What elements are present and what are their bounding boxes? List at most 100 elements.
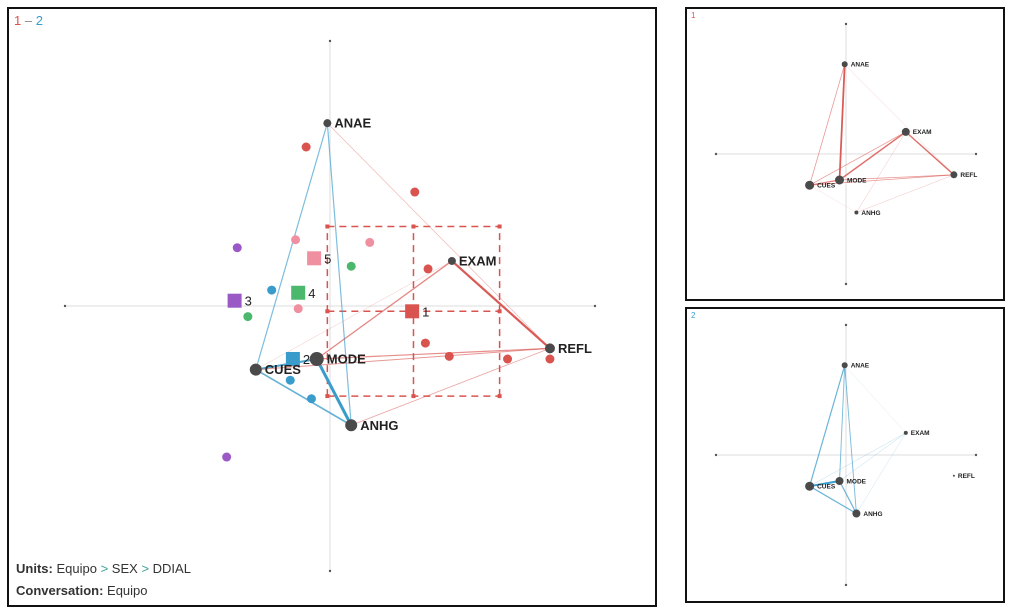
unit-point-group5 — [365, 237, 375, 247]
unit-point-group1 — [444, 351, 454, 361]
main-ena-plot: 1 – 2 1 2 3 4 5 ANAE EXAM REFL MODE CUES ANHG Unit… — [7, 7, 657, 607]
edge-exam-mode — [839, 131, 907, 181]
node-label-refl: REFL — [958, 473, 975, 480]
node-label-exam: EXAM — [911, 430, 930, 437]
edge-cues-anhg — [809, 185, 857, 213]
edge-mode-refl — [316, 347, 550, 360]
edge-mode-anhg — [838, 480, 857, 514]
edge-anae-cues — [809, 64, 846, 186]
axis-end-tick — [328, 569, 332, 573]
node-label-mode: MODE — [327, 352, 366, 367]
unit-point-group5 — [293, 304, 303, 314]
unit-sex: SEX — [111, 561, 138, 576]
node-label-mode: MODE — [847, 177, 867, 184]
node-mode — [835, 477, 844, 485]
network-2-title: 2 — [691, 311, 696, 320]
edge-anae-refl — [327, 122, 551, 349]
axis-end-tick — [974, 152, 978, 156]
units-line: Units: Equipo > SEX > DDIAL — [16, 561, 191, 576]
node-label-refl: REFL — [960, 172, 977, 179]
edge-anhg-refl — [351, 348, 551, 426]
edge-exam-cues — [809, 432, 906, 487]
axis-end-tick — [714, 453, 718, 457]
title-dash: – — [21, 13, 36, 28]
confidence-interval-corner — [497, 224, 502, 229]
network-2-svg[interactable]: ANAE EXAM REFL MODE CUES ANHG — [687, 309, 1003, 601]
edge-exam-refl — [451, 260, 551, 350]
node-anhg — [345, 419, 358, 432]
edge-anae-anhg — [844, 365, 857, 514]
network-1-svg[interactable]: ANAE EXAM REFL MODE CUES ANHG — [687, 9, 1003, 299]
confidence-interval-corner — [497, 309, 502, 314]
node-label-cues: CUES — [817, 483, 836, 490]
group-mean-label-3: 3 — [245, 294, 252, 309]
units-label: Units: — [16, 561, 53, 576]
edge-exam-refl — [905, 131, 955, 176]
node-exam — [447, 256, 456, 265]
node-anae — [841, 61, 848, 68]
unit-point-group1 — [545, 354, 555, 364]
confidence-interval-corner — [497, 394, 502, 399]
node-label-anae: ANAE — [851, 62, 870, 69]
group-mean-label-1: 1 — [422, 304, 429, 319]
confidence-interval-corner — [411, 394, 416, 399]
edge-exam-cues — [809, 131, 906, 186]
node-label-anhg: ANHG — [360, 418, 398, 433]
node-label-anae: ANAE — [851, 363, 870, 370]
group-mean-label-2: 2 — [303, 352, 310, 367]
node-label-exam: EXAM — [459, 254, 497, 269]
node-anae — [323, 119, 332, 128]
node-label-mode: MODE — [847, 478, 867, 485]
node-refl — [952, 474, 955, 477]
node-label-refl: REFL — [558, 341, 592, 356]
comparison-title: 1 – 2 — [14, 13, 43, 28]
axis-end-tick — [593, 304, 597, 308]
axis-end-tick — [974, 453, 978, 457]
node-cues — [805, 180, 815, 190]
edge-mode-anhg — [315, 358, 353, 426]
unit-point-group2 — [285, 375, 295, 385]
edge-anae-exam — [844, 365, 906, 433]
edge-anae-cues — [255, 122, 328, 370]
confidence-interval-corner — [411, 224, 416, 229]
edge-cues-mode — [809, 179, 840, 186]
edge-anae-anhg — [326, 123, 352, 426]
unit-point-group1 — [301, 142, 311, 152]
confidence-interval-corner — [325, 309, 330, 314]
network-2-panel: 2 ANAE EXAM REFL MODE CUES ANHG — [685, 307, 1005, 603]
network-1-title: 1 — [691, 11, 696, 20]
group-mean-1 — [405, 304, 420, 319]
unit-point-group3 — [222, 452, 232, 462]
edge-anae-mode — [839, 365, 846, 482]
network-1-panel: 1 ANAE EXAM REFL MODE CUES ANHG — [685, 7, 1005, 301]
edge-exam-mode — [839, 432, 906, 482]
node-cues — [805, 481, 815, 491]
unit-point-group1 — [503, 354, 513, 364]
group-2-label: 2 — [35, 13, 43, 28]
unit-point-group5 — [291, 235, 301, 245]
node-anhg — [852, 509, 861, 518]
unit-point-group2 — [267, 285, 277, 295]
axis-end-tick — [328, 39, 332, 43]
edge-mode-refl — [839, 174, 954, 181]
conversation-value: Equipo — [107, 583, 148, 598]
unit-point-group4 — [346, 261, 356, 271]
confidence-interval-corner — [325, 224, 330, 229]
node-label-cues: CUES — [265, 362, 301, 377]
unit-point-group2 — [306, 394, 316, 404]
node-label-anae: ANAE — [334, 116, 371, 131]
conversation-label: Conversation: — [16, 583, 104, 598]
group-1-label: 1 — [14, 13, 22, 28]
edge-anhg-exam — [856, 131, 906, 213]
node-cues — [249, 363, 262, 376]
node-label-exam: EXAM — [913, 129, 932, 136]
group-mean-4 — [291, 285, 306, 300]
axis-end-tick — [63, 304, 67, 308]
unit-equipo: Equipo — [56, 561, 97, 576]
edge-exam-mode — [316, 260, 453, 360]
separator-1: > — [100, 561, 109, 576]
unit-point-group3 — [232, 243, 242, 253]
edge-exam-anhg — [856, 432, 906, 514]
node-mode — [309, 352, 324, 366]
